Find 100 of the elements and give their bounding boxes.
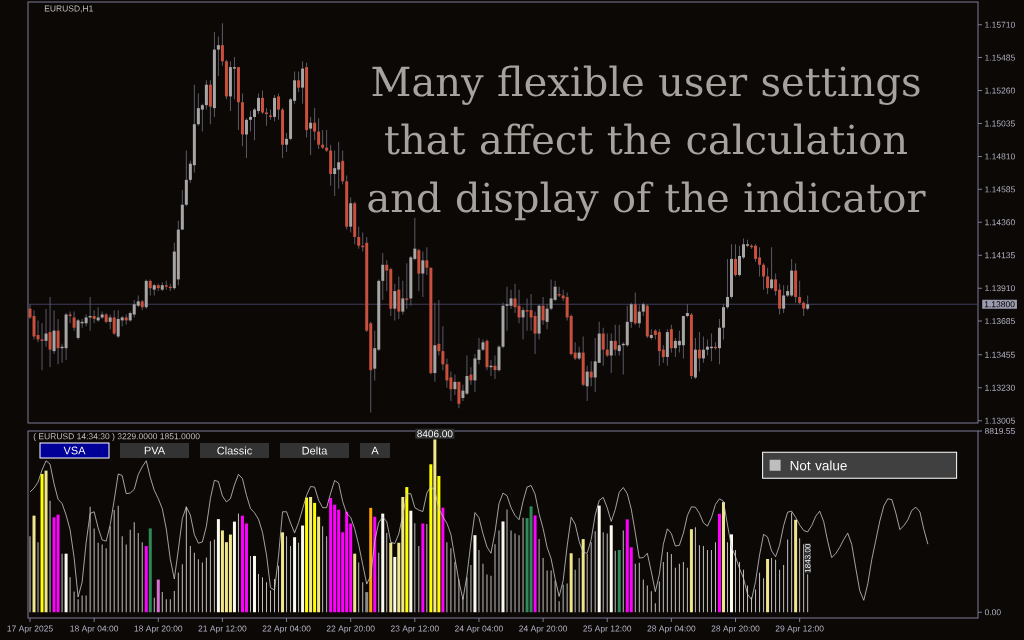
bar (156, 579, 160, 613)
candlestick (721, 303, 725, 340)
bar (301, 525, 305, 613)
candlestick (585, 365, 589, 402)
bar (597, 505, 601, 613)
candlestick (766, 267, 770, 295)
candlestick (617, 324, 621, 357)
candlestick (725, 258, 729, 310)
candlestick (273, 94, 277, 122)
candlestick (261, 90, 264, 115)
x-tick-label: 24 Apr 04:00 (455, 625, 503, 634)
candlestick (40, 322, 44, 371)
candlestick (285, 132, 289, 153)
ref-line-label: 1.13800 (984, 301, 1015, 308)
bar (717, 513, 721, 613)
candlestick (609, 333, 613, 374)
x-tick-label: 17 Apr 2025 (7, 625, 53, 634)
y-tick-label: 8819.55 (984, 428, 1015, 434)
bar (317, 516, 321, 613)
bar (569, 553, 573, 613)
y-tick-label: 1.13455 (985, 351, 1015, 358)
x-tick-label: 24 Apr 20:00 (519, 625, 568, 634)
x-tick-label: 28 Apr 20:00 (711, 625, 760, 634)
bar (581, 539, 585, 613)
bar (345, 511, 349, 613)
candlestick (770, 246, 774, 291)
candlestick (313, 107, 317, 141)
candlestick (717, 318, 721, 365)
candlestick (277, 92, 281, 121)
bar (529, 506, 533, 613)
bar (501, 521, 505, 613)
candlestick (613, 324, 617, 357)
bar (421, 523, 425, 613)
annotation: Many flexible user settings that affect the calculation and display of the indicator (368, 65, 926, 221)
bar (353, 553, 357, 613)
candlestick (204, 79, 208, 111)
bar (337, 509, 341, 613)
candlestick (232, 56, 236, 100)
candlestick (405, 262, 409, 310)
candlestick (76, 318, 80, 340)
y-tick-label: 1.15485 (985, 54, 1015, 61)
bar (365, 592, 369, 613)
bar (56, 514, 60, 613)
candlestick (208, 79, 212, 125)
candlestick (509, 289, 513, 310)
chart-title: EURUSD,H1 (44, 5, 93, 13)
candlestick (593, 337, 597, 393)
bar (240, 515, 244, 613)
bar (220, 530, 224, 613)
candlestick (92, 309, 96, 324)
bar (148, 528, 152, 613)
candlestick (220, 22, 224, 67)
bar (441, 507, 445, 613)
x-tick-label: 22 Apr 04:00 (262, 625, 311, 634)
bar (617, 549, 621, 613)
candlestick (425, 246, 429, 276)
x-tick-label: 23 Apr 12:00 (390, 625, 439, 634)
bar (437, 475, 441, 613)
candlestick (605, 333, 609, 358)
candlestick (329, 144, 333, 187)
bar (381, 513, 385, 613)
bar (40, 473, 44, 613)
bar (689, 529, 693, 613)
candlestick (381, 252, 385, 301)
candlestick (762, 262, 766, 291)
annotation: A (371, 446, 379, 455)
data-label: 1843.00 (804, 544, 811, 573)
bar (721, 502, 725, 613)
bar (44, 470, 48, 613)
y-tick-label: 1.14810 (985, 153, 1015, 160)
x-tick-label: 22 Apr 20:00 (326, 625, 375, 634)
candlestick (525, 297, 529, 332)
bar (293, 537, 297, 613)
candlestick (325, 129, 329, 153)
y-tick-label: 1.14360 (985, 219, 1015, 226)
candlestick (453, 374, 457, 396)
candlestick (493, 355, 497, 380)
annotation: VSA (63, 446, 86, 455)
y-tick-label: 1.13910 (985, 285, 1015, 292)
bar (252, 555, 256, 613)
bar (373, 516, 377, 613)
candlestick (758, 246, 762, 277)
bar (401, 496, 405, 613)
bar (405, 487, 409, 613)
candlestick (200, 103, 204, 133)
y-tick-label: 1.14585 (985, 186, 1015, 193)
candlestick (782, 284, 786, 314)
candlestick (297, 71, 301, 93)
candlestick (673, 337, 677, 358)
candlestick (244, 117, 248, 159)
candlestick (196, 92, 200, 127)
bar (609, 525, 613, 613)
candlestick (701, 335, 705, 364)
annotation: PVA (144, 446, 166, 455)
candlestick (248, 110, 252, 133)
y-tick-label: 1.13230 (985, 384, 1015, 391)
bar (409, 510, 413, 613)
bar (369, 507, 373, 613)
bar (309, 496, 313, 613)
bar (389, 542, 393, 613)
